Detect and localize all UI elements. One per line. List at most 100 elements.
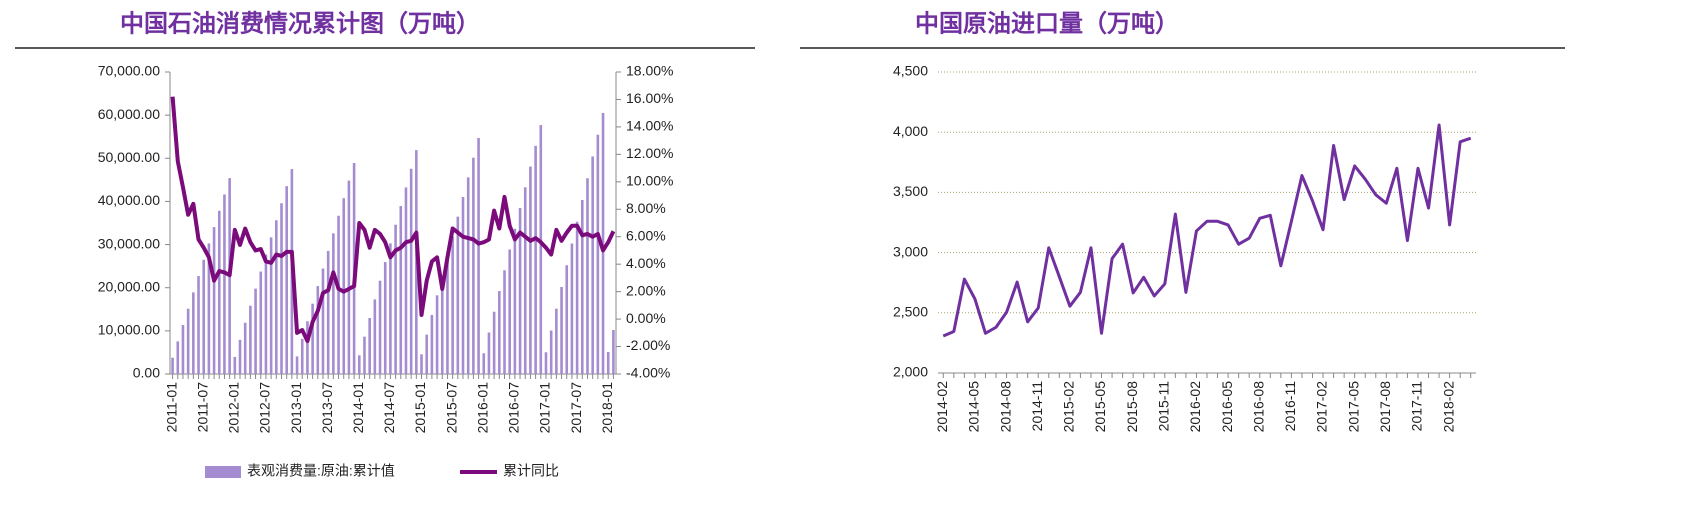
x-tick-label: 2017-08	[1377, 381, 1393, 433]
x-tick-label: 2016-02	[1187, 381, 1203, 433]
y-tick-label: 2,000	[893, 364, 928, 380]
bar	[409, 168, 413, 374]
bar	[321, 268, 325, 374]
bar	[389, 243, 392, 374]
bar	[342, 198, 346, 374]
bar	[523, 187, 527, 374]
x-tick-label: 2015-08	[1124, 381, 1140, 433]
bar	[518, 208, 522, 374]
y-tick-label: 40,000.00	[98, 192, 160, 208]
bar	[612, 329, 615, 374]
bar	[399, 206, 403, 374]
bar	[300, 338, 304, 374]
bar	[555, 308, 558, 374]
bar	[580, 200, 584, 374]
bar	[466, 177, 470, 374]
x-tick-label: 2016-01	[474, 382, 490, 434]
x-tick-label: 2014-05	[966, 381, 982, 433]
y-tick-label: 12.00%	[626, 145, 673, 161]
y-tick-label: 10,000.00	[98, 322, 160, 338]
y-tick-label: 30,000.00	[98, 235, 160, 251]
bar	[565, 265, 569, 374]
bar	[316, 286, 320, 374]
bar	[280, 203, 283, 374]
bar	[420, 354, 423, 374]
bar	[207, 243, 211, 374]
y-tick-label: 18.00%	[626, 63, 673, 79]
bar	[269, 237, 273, 374]
bar	[560, 286, 563, 374]
x-tick-label: 2014-02	[934, 381, 950, 433]
bar	[601, 112, 605, 374]
x-tick-label: 2014-01	[350, 382, 366, 434]
bar	[264, 254, 268, 374]
x-tick-label: 2012-07	[257, 382, 273, 434]
x-tick-label: 2016-08	[1250, 381, 1266, 433]
bar	[477, 138, 480, 374]
bar	[425, 334, 429, 374]
bar	[596, 134, 600, 374]
bar	[482, 353, 486, 374]
legend-label: 表观消费量:原油:累计值	[247, 463, 395, 479]
x-tick-label: 2014-07	[381, 382, 397, 434]
y-tick-label: 16.00%	[626, 90, 673, 106]
bar	[378, 280, 382, 374]
y-tick-label: -4.00%	[626, 365, 670, 381]
bar	[311, 303, 314, 374]
y-tick-label: 60,000.00	[98, 106, 160, 122]
bar	[181, 325, 185, 374]
bar	[606, 351, 610, 374]
bar	[186, 308, 190, 374]
bar	[440, 275, 444, 374]
bar	[337, 215, 340, 374]
legend-swatch	[205, 466, 241, 478]
bar	[347, 180, 351, 374]
x-tick-label: 2015-01	[412, 382, 428, 434]
x-tick-label: 2015-07	[443, 382, 459, 434]
bar	[451, 236, 454, 374]
y-tick-label: 20,000.00	[98, 278, 160, 294]
x-tick-label: 2016-05	[1219, 381, 1235, 433]
bar	[326, 250, 330, 374]
bar	[591, 156, 594, 374]
bar	[492, 311, 496, 374]
x-tick-label: 2012-01	[226, 382, 242, 434]
bar	[498, 291, 501, 374]
bar	[435, 295, 439, 374]
x-tick-label: 2017-02	[1314, 381, 1330, 433]
bar	[217, 210, 221, 374]
bar	[368, 318, 371, 374]
bar	[233, 356, 237, 374]
bar	[259, 271, 263, 374]
line	[942, 123, 1472, 338]
y-tick-label: 3,500	[893, 183, 928, 199]
y-tick-label: 14.00%	[626, 118, 673, 134]
bar	[534, 145, 537, 374]
x-tick-label: 2017-07	[568, 382, 584, 434]
x-tick-label: 2013-07	[319, 382, 335, 434]
bar	[249, 305, 252, 374]
y-tick-label: -2.00%	[626, 337, 670, 353]
bar	[570, 243, 574, 374]
y-tick-label: 0.00%	[626, 310, 666, 326]
y-tick-label: 4,000	[893, 123, 928, 139]
x-tick-label: 2017-11	[1409, 381, 1425, 432]
bar	[295, 356, 299, 374]
line	[170, 96, 616, 344]
bar	[275, 220, 278, 374]
bar	[176, 341, 180, 374]
x-tick-label: 2011-01	[163, 382, 179, 433]
y-tick-label: 70,000.00	[98, 63, 160, 79]
x-tick-label: 2016-07	[506, 382, 522, 434]
bar	[404, 187, 408, 374]
x-tick-label: 2014-08	[997, 381, 1013, 433]
bar	[212, 227, 216, 374]
x-tick-label: 2015-05	[1092, 381, 1108, 433]
x-tick-label: 2018-01	[599, 382, 615, 434]
bar	[243, 322, 247, 374]
y-tick-label: 2.00%	[626, 282, 666, 298]
y-tick-label: 8.00%	[626, 200, 666, 216]
bar	[575, 221, 579, 374]
bar	[430, 314, 434, 374]
x-tick-label: 2014-11	[1029, 381, 1045, 432]
